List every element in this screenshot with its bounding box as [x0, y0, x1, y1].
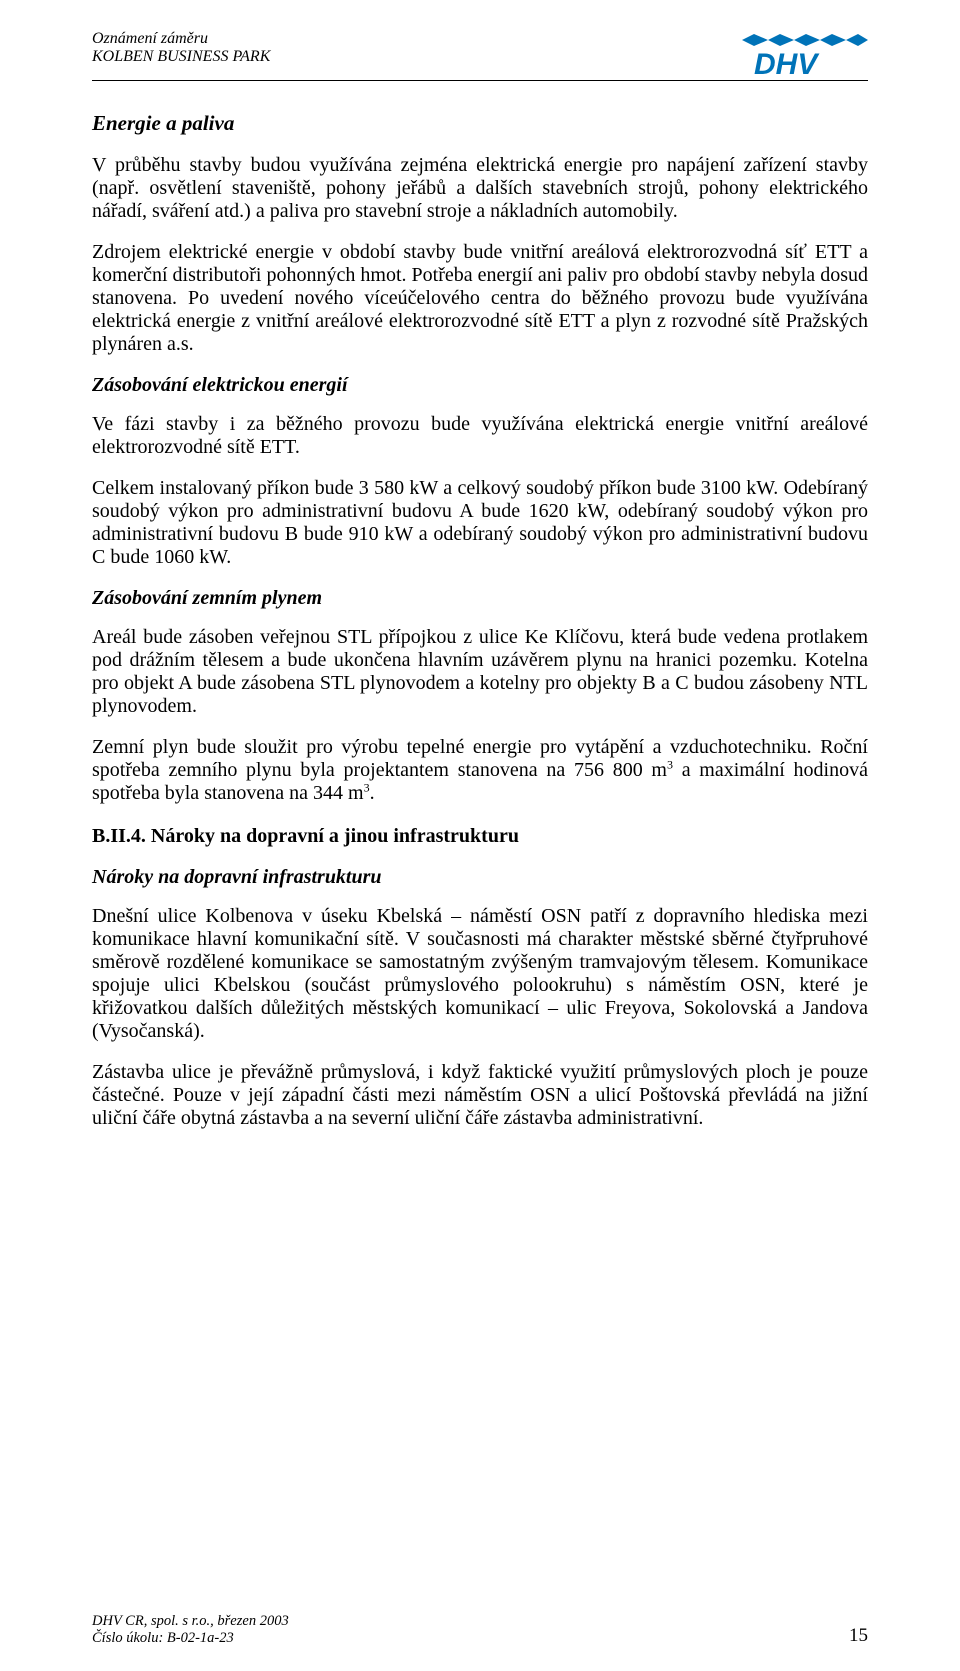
footer-line-2: Číslo úkolu: B-02-1a-23: [92, 1630, 289, 1647]
heading-energie-a-paliva: Energie a paliva: [92, 111, 868, 136]
paragraph: Areál bude zásoben veřejnou STL přípojko…: [92, 626, 868, 718]
header-rule: [92, 80, 868, 81]
header-left: Oznámení záměru KOLBEN BUSINESS PARK: [92, 30, 270, 66]
paragraph: Zástavba ulice je převážně průmyslová, i…: [92, 1061, 868, 1130]
text-run: .: [370, 782, 375, 804]
heading-zasobovani-elektrinou: Zásobování elektrickou energií: [92, 374, 868, 397]
paragraph-with-sup: Zemní plyn bude sloužit pro výrobu tepel…: [92, 736, 868, 805]
header-line-2: KOLBEN BUSINESS PARK: [92, 48, 270, 66]
heading-naroky-dopravni: Nároky na dopravní infrastrukturu: [92, 866, 868, 889]
page: Oznámení záměru KOLBEN BUSINESS PARK DHV…: [0, 0, 960, 1671]
page-number: 15: [849, 1625, 868, 1647]
paragraph: Celkem instalovaný příkon bude 3 580 kW …: [92, 477, 868, 569]
logo-text: DHV: [754, 48, 820, 78]
page-footer: DHV CR, spol. s r.o., březen 2003 Číslo …: [92, 1613, 868, 1647]
paragraph: Dnešní ulice Kolbenova v úseku Kbelská –…: [92, 905, 868, 1043]
dhv-logo-icon: DHV: [738, 30, 868, 78]
heading-zasobovani-plynem: Zásobování zemním plynem: [92, 587, 868, 610]
paragraph: V průběhu stavby budou využívána zejména…: [92, 154, 868, 223]
footer-left: DHV CR, spol. s r.o., březen 2003 Číslo …: [92, 1613, 289, 1647]
page-header: Oznámení záměru KOLBEN BUSINESS PARK DHV: [92, 30, 868, 78]
footer-line-1: DHV CR, spol. s r.o., březen 2003: [92, 1613, 289, 1630]
header-line-1: Oznámení záměru: [92, 30, 270, 48]
heading-b-ii-4: B.II.4. Nároky na dopravní a jinou infra…: [92, 825, 868, 848]
paragraph: Ve fázi stavby i za běžného provozu bude…: [92, 413, 868, 459]
paragraph: Zdrojem elektrické energie v období stav…: [92, 241, 868, 356]
